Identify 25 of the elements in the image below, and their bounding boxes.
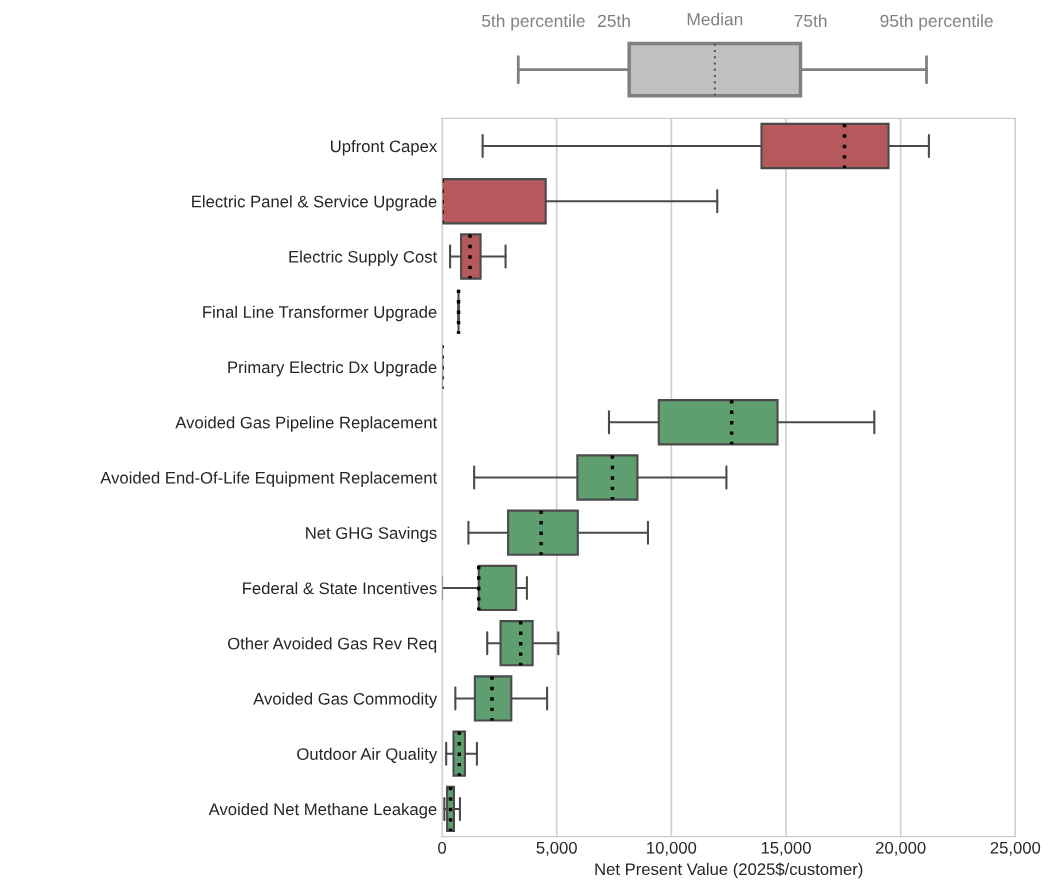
- text: 5th percentile: [481, 14, 585, 31]
- x-tick-label: 5,000: [536, 841, 577, 856]
- y-tick-label: Electric Panel & Service Upgrade: [192, 195, 437, 211]
- x-tick-label: 20,000: [876, 841, 926, 856]
- y-tick-label: Upfront Capex: [331, 139, 438, 156]
- text: 25th: [598, 14, 630, 28]
- text: 95th percentile: [880, 14, 993, 31]
- x-tick-label: 15,000: [761, 841, 811, 856]
- y-tick-label: Other Avoided Gas Rev Req: [227, 637, 437, 653]
- y-tick-label: Electric Supply Cost: [289, 250, 438, 266]
- x-axis-title: Net Present Value (2025$/customer): [595, 862, 863, 879]
- y-tick-label: Final Line Transformer Upgrade: [203, 305, 437, 322]
- x-tick-label: 10,000: [647, 841, 697, 856]
- x-tick-label: 25,000: [990, 841, 1041, 856]
- x-tick-label: 0: [438, 841, 447, 854]
- y-tick-label: Avoided Net Methane Leakage: [208, 802, 437, 819]
- text: Median: [687, 12, 743, 26]
- y-tick-label: Avoided Gas Pipeline Replacement: [175, 416, 438, 432]
- text: 75th: [794, 14, 827, 28]
- y-tick-label: Avoided Gas Commodity: [253, 692, 438, 708]
- y-tick-label: Avoided End-Of-Life Equipment Replacement: [100, 471, 438, 487]
- y-tick-label: Net GHG Savings: [306, 526, 437, 543]
- y-tick-label: Outdoor Air Quality: [297, 747, 438, 764]
- y-tick-label: Primary Electric Dx Upgrade: [228, 360, 437, 377]
- y-tick-label: Federal & State Incentives: [243, 581, 437, 595]
